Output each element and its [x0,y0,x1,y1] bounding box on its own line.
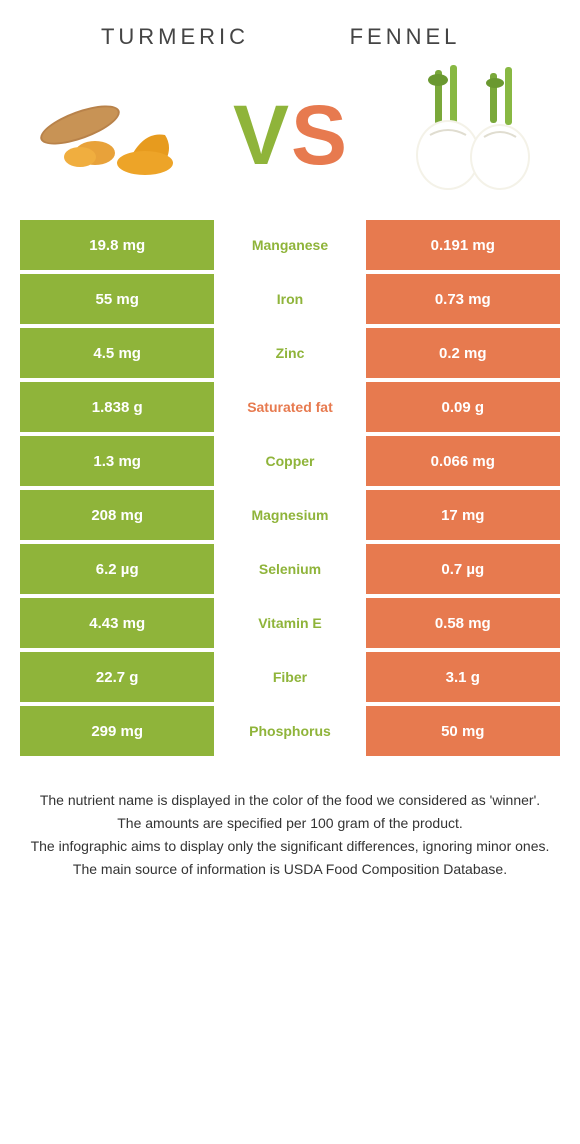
nutrient-label-cell: Magnesium [214,490,365,540]
left-value-cell: 208 mg [20,490,214,540]
right-value-cell: 0.2 mg [366,328,560,378]
table-row: 299 mgPhosphorus50 mg [20,706,560,756]
nutrient-label-cell: Fiber [214,652,365,702]
nutrient-label-cell: Selenium [214,544,365,594]
right-value-cell: 50 mg [366,706,560,756]
nutrient-label-cell: Zinc [214,328,365,378]
left-value-cell: 1.3 mg [20,436,214,486]
nutrient-label-cell: Saturated fat [214,382,365,432]
table-row: 22.7 gFiber3.1 g [20,652,560,702]
left-food-title: TURMERIC [60,24,290,50]
right-value-cell: 0.73 mg [366,274,560,324]
right-value-cell: 0.066 mg [366,436,560,486]
nutrient-label-cell: Manganese [214,220,365,270]
footer-line-1: The nutrient name is displayed in the co… [30,790,550,811]
nutrient-label-cell: Copper [214,436,365,486]
right-value-cell: 0.191 mg [366,220,560,270]
vs-s-letter: S [291,87,347,184]
table-row: 208 mgMagnesium17 mg [20,490,560,540]
right-value-cell: 0.7 µg [366,544,560,594]
table-row: 6.2 µgSelenium0.7 µg [20,544,560,594]
right-value-cell: 17 mg [366,490,560,540]
images-row: V S [0,60,580,220]
left-value-cell: 22.7 g [20,652,214,702]
vs-label: V S [233,87,347,184]
nutrient-label-cell: Iron [214,274,365,324]
header-row: TURMERIC FENNEL [0,0,580,60]
right-value-cell: 0.09 g [366,382,560,432]
left-value-cell: 4.43 mg [20,598,214,648]
footer-line-4: The main source of information is USDA F… [30,859,550,880]
table-row: 19.8 mgManganese0.191 mg [20,220,560,270]
left-value-cell: 299 mg [20,706,214,756]
left-value-cell: 4.5 mg [20,328,214,378]
left-value-cell: 19.8 mg [20,220,214,270]
table-row: 4.43 mgVitamin E0.58 mg [20,598,560,648]
left-value-cell: 55 mg [20,274,214,324]
vs-v-letter: V [233,87,289,184]
table-row: 1.3 mgCopper0.066 mg [20,436,560,486]
right-value-cell: 0.58 mg [366,598,560,648]
footer-line-3: The infographic aims to display only the… [30,836,550,857]
left-value-cell: 1.838 g [20,382,214,432]
right-value-cell: 3.1 g [366,652,560,702]
table-row: 1.838 gSaturated fat0.09 g [20,382,560,432]
fennel-image [390,70,550,200]
table-row: 4.5 mgZinc0.2 mg [20,328,560,378]
left-value-cell: 6.2 µg [20,544,214,594]
footer-line-2: The amounts are specified per 100 gram o… [30,813,550,834]
turmeric-image [30,70,190,200]
footer-notes: The nutrient name is displayed in the co… [0,760,580,880]
nutrient-label-cell: Phosphorus [214,706,365,756]
comparison-table: 19.8 mgManganese0.191 mg55 mgIron0.73 mg… [0,220,580,756]
nutrient-label-cell: Vitamin E [214,598,365,648]
table-row: 55 mgIron0.73 mg [20,274,560,324]
right-food-title: FENNEL [290,24,520,50]
